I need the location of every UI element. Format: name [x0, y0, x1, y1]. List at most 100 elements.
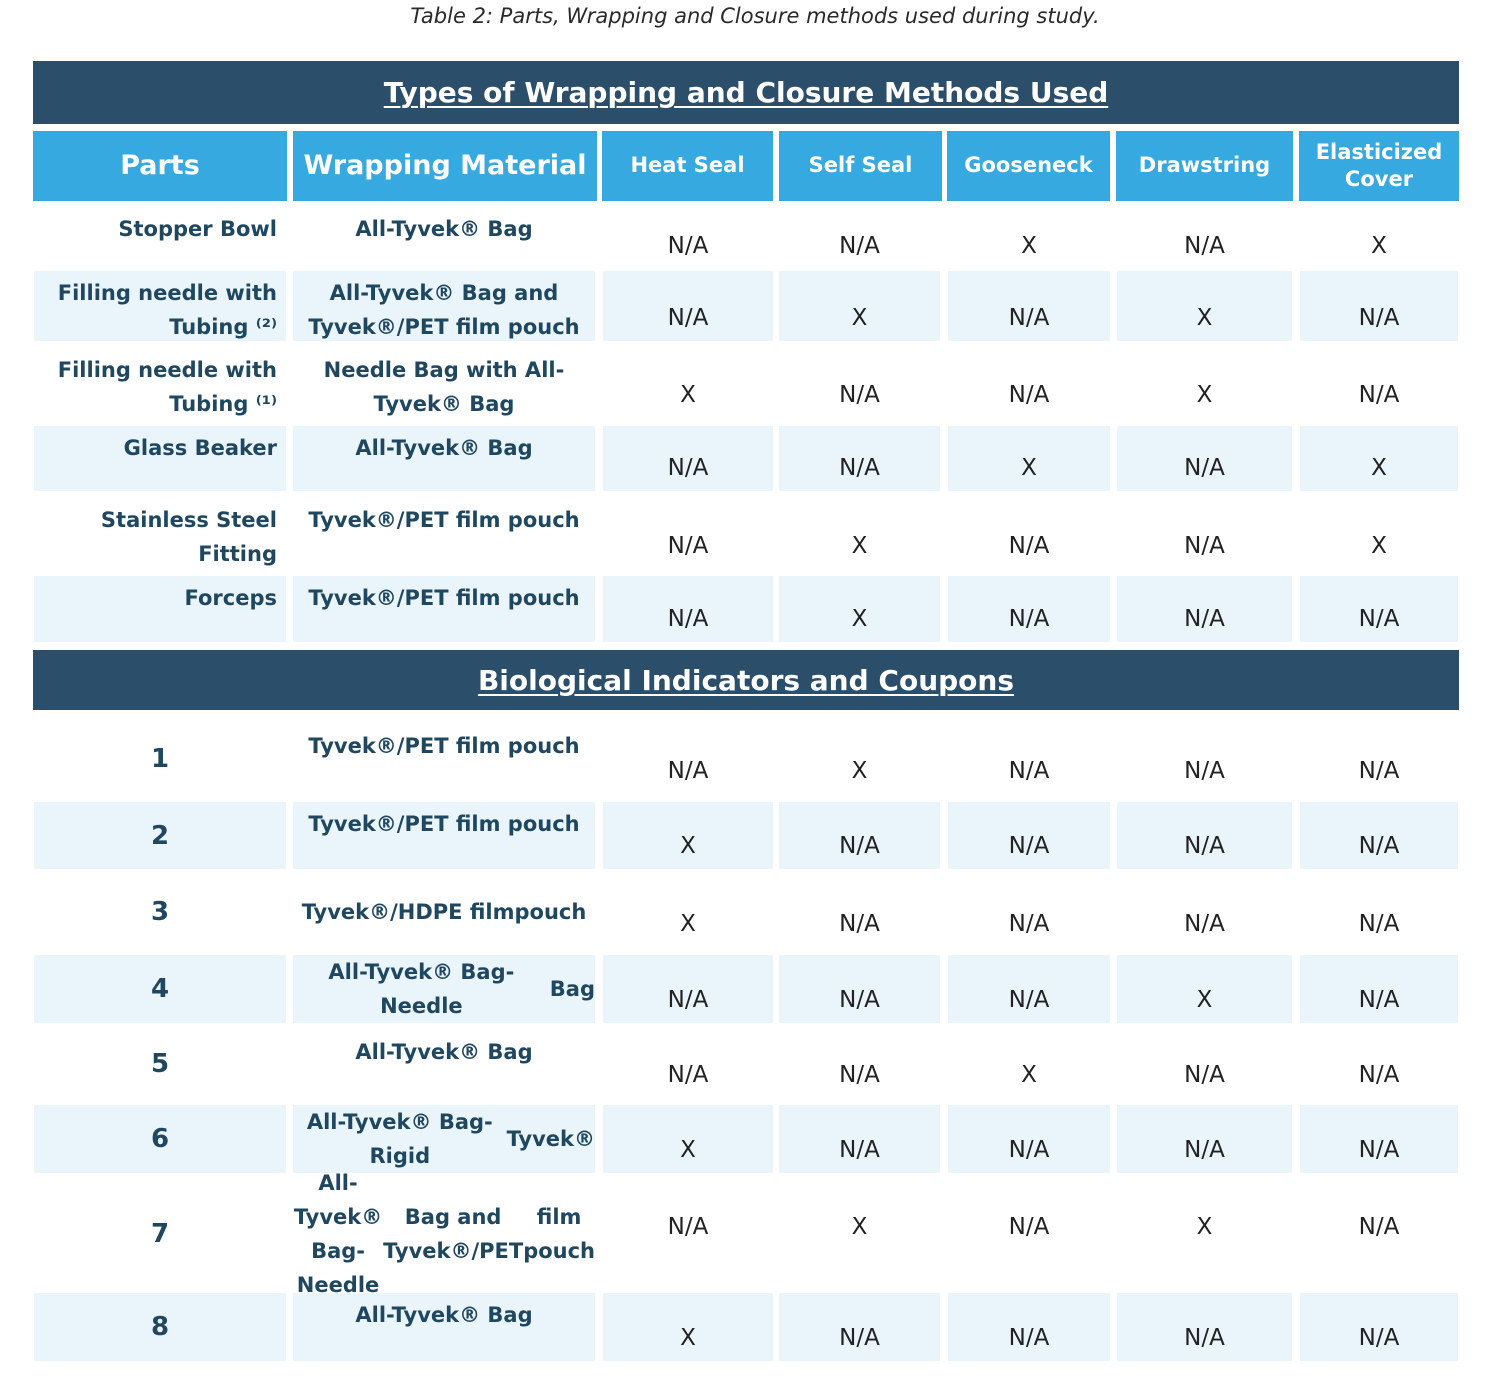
elasticized-cover-cell: N/A: [1300, 1293, 1458, 1361]
part-name-cell: Stainless Steel Fitting: [34, 498, 286, 569]
cell-line: Forceps: [184, 586, 277, 610]
drawstring-cell: N/A: [1184, 758, 1225, 784]
cell-line: Tyvek®/HDPE film: [301, 900, 515, 924]
section-header-wrapping-methods: Types of Wrapping and Closure Methods Us…: [33, 61, 1459, 124]
section-header-biological-indicators: Biological Indicators and Coupons: [33, 650, 1459, 710]
elasticized-cover-cell: N/A: [1358, 1214, 1400, 1240]
indicator-number-cell: 1: [150, 744, 170, 774]
heat-seal-cell: X: [603, 1293, 773, 1361]
column-header-drawstring: Drawstring: [1116, 131, 1293, 201]
cell-line: Tyvek®/PET film pouch: [308, 508, 580, 532]
gooseneck-cell: N/A: [948, 1293, 1110, 1361]
heat-seal-cell: X: [603, 1105, 773, 1173]
elasticized-cover-cell: X: [1371, 533, 1387, 559]
cell-line: All-Tyvek® Bag: [355, 436, 533, 460]
cell-line: All-Tyvek® Bag: [355, 217, 533, 241]
drawstring-cell: N/A: [1184, 911, 1225, 937]
cell-line: Tyvek®/PET film pouch: [308, 734, 580, 758]
gooseneck-cell: X: [1021, 233, 1037, 259]
part-name-cell: Glass Beaker: [34, 426, 286, 491]
wrapping-material-cell: Tyvek®/PET film pouch: [293, 802, 595, 869]
elasticized-cover-cell: N/A: [1358, 382, 1400, 408]
wrapping-material-cell: Tyvek®/PET film pouch: [293, 576, 595, 642]
self-seal-cell: X: [851, 758, 868, 784]
heat-seal-cell: N/A: [603, 426, 773, 491]
cell-line: Tubing ⁽²⁾: [169, 315, 277, 339]
heat-seal-cell: N/A: [667, 1214, 709, 1240]
self-seal-cell: N/A: [779, 802, 940, 869]
self-seal-cell: N/A: [839, 382, 880, 408]
drawstring-cell: X: [1117, 955, 1292, 1023]
column-header-self-seal: Self Seal: [779, 131, 942, 201]
cell-line: Filling needle with: [57, 281, 277, 305]
gooseneck-cell: X: [948, 426, 1110, 491]
cell-line: Tyvek®/PET film pouch: [308, 315, 580, 339]
heat-seal-cell: X: [603, 802, 773, 869]
self-seal-cell: X: [779, 271, 940, 341]
heat-seal-cell: X: [680, 911, 696, 937]
drawstring-cell: N/A: [1117, 576, 1292, 642]
gooseneck-cell: N/A: [948, 1105, 1110, 1173]
gooseneck-cell: N/A: [1008, 533, 1050, 559]
cell-line: Bag: [549, 977, 595, 1001]
cell-line: Glass Beaker: [123, 436, 277, 460]
cell-line: All-Tyvek® Bag- Rigid: [306, 1110, 493, 1168]
indicator-number-cell: 3: [150, 897, 170, 927]
column-header-wrapping-material: Wrapping Material: [293, 131, 597, 201]
drawstring-cell: N/A: [1184, 1062, 1225, 1088]
gooseneck-cell: N/A: [948, 802, 1110, 869]
self-seal-cell: N/A: [779, 1293, 940, 1361]
cell-line: All-Tyvek® Bag- Needle: [328, 960, 515, 1018]
cell-line: Tyvek®: [506, 1127, 595, 1151]
gooseneck-cell: N/A: [1008, 758, 1050, 784]
indicator-number-cell: 5: [150, 1049, 170, 1079]
column-header-heat-seal: Heat Seal: [602, 131, 773, 201]
cell-line: All-Tyvek® Bag- Needle: [293, 1171, 383, 1297]
section-title: Types of Wrapping and Closure Methods Us…: [383, 76, 1109, 109]
gooseneck-cell: N/A: [948, 576, 1110, 642]
cell-line: All-Tyvek® Bag: [355, 1303, 533, 1327]
indicator-number-cell: 4: [34, 955, 286, 1023]
wrapping-material-cell: All-Tyvek® Bag: [293, 207, 595, 269]
column-header-parts: Parts: [33, 131, 287, 201]
self-seal-cell: X: [851, 533, 868, 559]
drawstring-cell: X: [1196, 1214, 1213, 1240]
heat-seal-cell: N/A: [667, 1062, 709, 1088]
cell-line: Bag and Tyvek®/PET: [383, 1205, 524, 1263]
self-seal-cell: N/A: [779, 955, 940, 1023]
wrapping-material-cell: All-Tyvek® Bag- Needle Bag and Tyvek®/PET…: [293, 1171, 596, 1297]
cell-line: Needle Bag with All-: [323, 358, 565, 382]
elasticized-cover-cell: N/A: [1300, 955, 1458, 1023]
header-line: Elasticized: [1315, 139, 1443, 164]
drawstring-cell: N/A: [1117, 1105, 1292, 1173]
wrapping-material-cell: Tyvek®/HDPE film pouch: [293, 877, 595, 947]
self-seal-cell: N/A: [839, 911, 880, 937]
heat-seal-cell: N/A: [603, 576, 773, 642]
self-seal-cell: N/A: [839, 1062, 880, 1088]
gooseneck-cell: N/A: [948, 271, 1110, 341]
self-seal-cell: X: [779, 576, 940, 642]
wrapping-material-cell: All-Tyvek® Bag: [293, 426, 595, 491]
cell-line: Filling needle with: [57, 358, 277, 382]
part-name-cell: Filling needle with Tubing ⁽¹⁾: [34, 348, 286, 418]
gooseneck-cell: N/A: [1008, 382, 1050, 408]
heat-seal-cell: N/A: [667, 233, 709, 259]
self-seal-cell: N/A: [779, 1105, 940, 1173]
self-seal-cell: X: [851, 1214, 868, 1240]
self-seal-cell: N/A: [839, 233, 880, 259]
gooseneck-cell: N/A: [1008, 1214, 1050, 1240]
part-name-cell: Stopper Bowl: [34, 207, 286, 269]
cell-line: All-Tyvek® Bag and: [329, 281, 559, 305]
elasticized-cover-cell: N/A: [1358, 758, 1400, 784]
indicator-number-cell: 6: [34, 1105, 286, 1173]
elasticized-cover-cell: N/A: [1300, 271, 1458, 341]
heat-seal-cell: X: [680, 382, 696, 408]
elasticized-cover-cell: N/A: [1300, 802, 1458, 869]
indicator-number-cell: 7: [150, 1219, 170, 1249]
cell-line: Stopper Bowl: [118, 217, 277, 241]
wrapping-material-cell: All-Tyvek® Bag- Needle Bag: [293, 955, 595, 1023]
cell-line: Stainless Steel: [100, 508, 277, 532]
elasticized-cover-cell: N/A: [1358, 911, 1400, 937]
cell-line: film pouch: [523, 1205, 596, 1263]
cell-line: Tyvek® Bag: [373, 392, 515, 416]
